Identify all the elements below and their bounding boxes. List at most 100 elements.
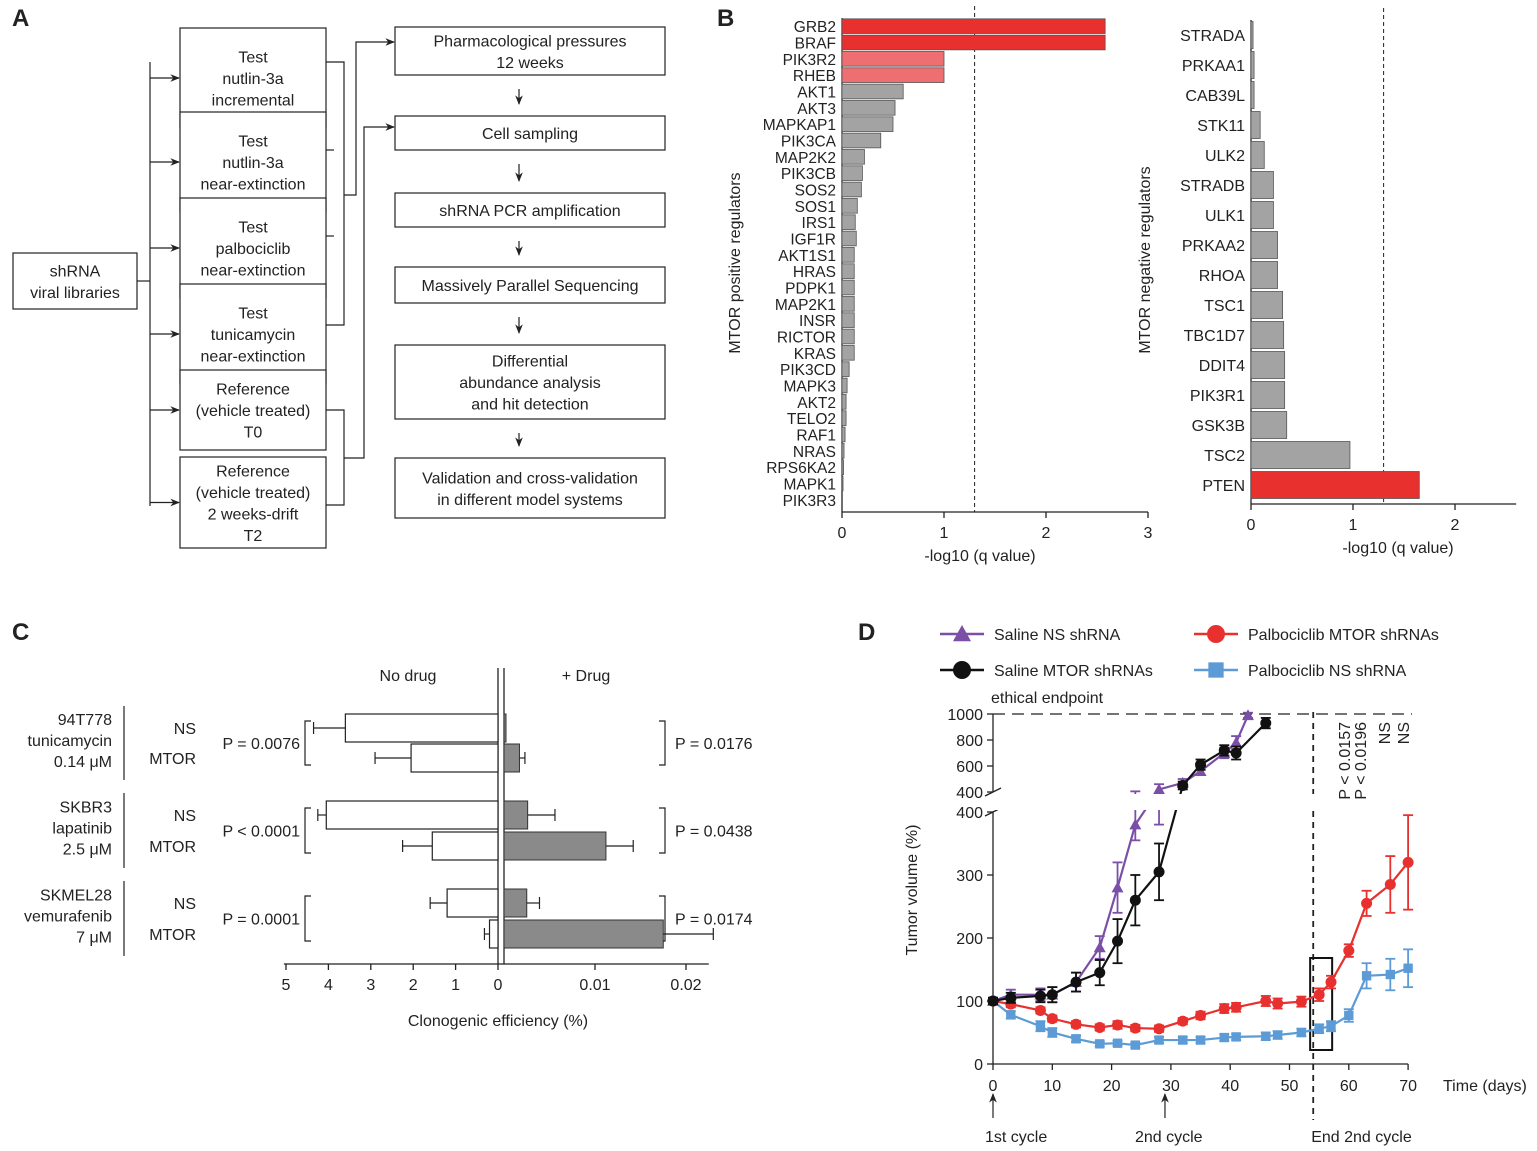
p-bracket	[659, 720, 666, 766]
p-bracket	[304, 720, 311, 766]
condition-box-text: nutlin-3a	[222, 71, 283, 88]
bar	[841, 214, 856, 230]
marker-circle	[1153, 866, 1165, 878]
condition-box-text: palbociclib	[216, 241, 291, 258]
category-label: SOS2	[795, 183, 836, 200]
row-label: NS	[174, 808, 196, 825]
marker-square	[1130, 1040, 1140, 1050]
series-line	[992, 722, 1267, 1003]
category-label: GRB2	[794, 19, 836, 36]
category-label: AKT1S1	[778, 248, 836, 265]
category-label: AKT2	[797, 395, 836, 412]
x-tick-label: 0	[838, 525, 847, 542]
category-label: STK11	[1197, 118, 1245, 135]
category-label: PIK3R2	[783, 52, 836, 69]
bar	[841, 34, 1106, 51]
category-label: RHEB	[793, 68, 836, 85]
marker-circle	[1112, 935, 1124, 947]
marker-circle	[1272, 998, 1284, 1010]
condition-box-text: near-extinction	[201, 349, 306, 366]
panel-label-d: D	[858, 619, 875, 646]
bar	[841, 198, 858, 214]
marker-square	[1261, 1031, 1271, 1041]
x-tick-label: 0.01	[579, 977, 610, 994]
category-label: DDIT4	[1199, 358, 1245, 375]
category-label: INSR	[799, 313, 836, 330]
y-tick-label: 1000	[947, 707, 983, 724]
category-label: MAPK3	[783, 379, 836, 396]
y-tick-label: 400	[956, 785, 983, 802]
x-tick-label: 10	[1043, 1078, 1061, 1095]
marker-circle	[1230, 747, 1242, 759]
marker-circle	[1218, 1003, 1230, 1015]
bar-drug	[503, 743, 520, 773]
x-tick-label: 3	[1144, 525, 1153, 542]
bar	[1250, 351, 1286, 379]
bar	[1250, 231, 1278, 259]
pipeline-box-text: 12 weeks	[496, 55, 564, 72]
category-label: MAP2K1	[775, 297, 836, 314]
marker-square	[1231, 1032, 1241, 1042]
bar	[841, 230, 857, 247]
bar	[1250, 261, 1278, 289]
category-label: CAB39L	[1185, 88, 1245, 105]
bar-no-drug	[410, 743, 499, 773]
y-axis-label: Tumor volume (%)	[904, 825, 921, 956]
condition-box-text: Reference	[216, 382, 290, 399]
row-label: NS	[174, 896, 196, 913]
x-tick-label: 0.02	[670, 977, 701, 994]
panel-c-clonogenic-chart: 5 4 3 2 1 0 0.01 0.02 Clonogenic efficiency (%) N…	[24, 668, 753, 1030]
source-box	[12, 252, 138, 310]
source-box-text: shRNA	[50, 263, 101, 280]
p-value-right: P = 0.0438	[675, 824, 753, 841]
stat-label: P < 0.0157	[1337, 722, 1354, 800]
p-bracket	[659, 807, 666, 854]
marker-square	[1326, 1021, 1336, 1031]
marker-circle	[1260, 995, 1272, 1007]
cycle1-label: 1st cycle	[985, 1129, 1047, 1146]
p-bracket	[304, 895, 311, 942]
marker-circle	[1129, 894, 1141, 906]
marker-square	[1219, 1032, 1229, 1043]
marker-square	[1154, 1035, 1164, 1045]
pipeline-box	[394, 115, 666, 151]
bar	[841, 149, 865, 165]
category-label: HRAS	[793, 264, 836, 281]
x-tick-label: 5	[282, 977, 291, 994]
bar	[841, 51, 945, 67]
marker-circle	[1343, 945, 1355, 957]
marker-square	[1047, 1027, 1057, 1038]
y-tick-label: 300	[956, 868, 983, 885]
bar	[1250, 381, 1286, 409]
marker-circle	[1094, 967, 1106, 979]
bar	[1250, 81, 1255, 109]
bar	[841, 345, 855, 361]
p-value-right: P = 0.0174	[675, 912, 753, 929]
group-label: SKMEL28	[40, 888, 112, 905]
category-label: TSC1	[1204, 298, 1245, 315]
bar-drug	[503, 888, 528, 918]
y-tick-label: 0	[974, 1057, 983, 1074]
pipeline-box	[394, 266, 666, 304]
marker-triangle	[1111, 881, 1124, 893]
x-tick-label: 2	[1042, 525, 1051, 542]
end-cycle-label: End 2nd cycle	[1311, 1129, 1412, 1146]
condition-box-text: Test	[238, 50, 268, 67]
y-axis-label: MTOR positive regulators	[727, 172, 744, 353]
condition-box-text: incremental	[212, 93, 295, 110]
condition-box-text: Test	[238, 220, 268, 237]
series-line	[992, 861, 1409, 1030]
arrow	[344, 38, 395, 196]
x-axis-label: Clonogenic efficiency (%)	[408, 1013, 588, 1030]
x-axis-label: Time (days)	[1443, 1078, 1527, 1095]
panel-b-negative-regulators-chart: 0 1 2 -log10 (q value) MTOR negative regulat…	[1137, 8, 1517, 557]
marker-circle	[1046, 1013, 1058, 1025]
bar	[841, 361, 850, 377]
x-tick-label: 4	[324, 977, 333, 994]
bar	[1250, 321, 1285, 349]
bar	[841, 377, 848, 394]
category-label: AKT3	[797, 101, 836, 118]
bracket	[326, 61, 345, 326]
marker-circle	[1195, 1009, 1207, 1021]
condition-box	[179, 283, 327, 385]
